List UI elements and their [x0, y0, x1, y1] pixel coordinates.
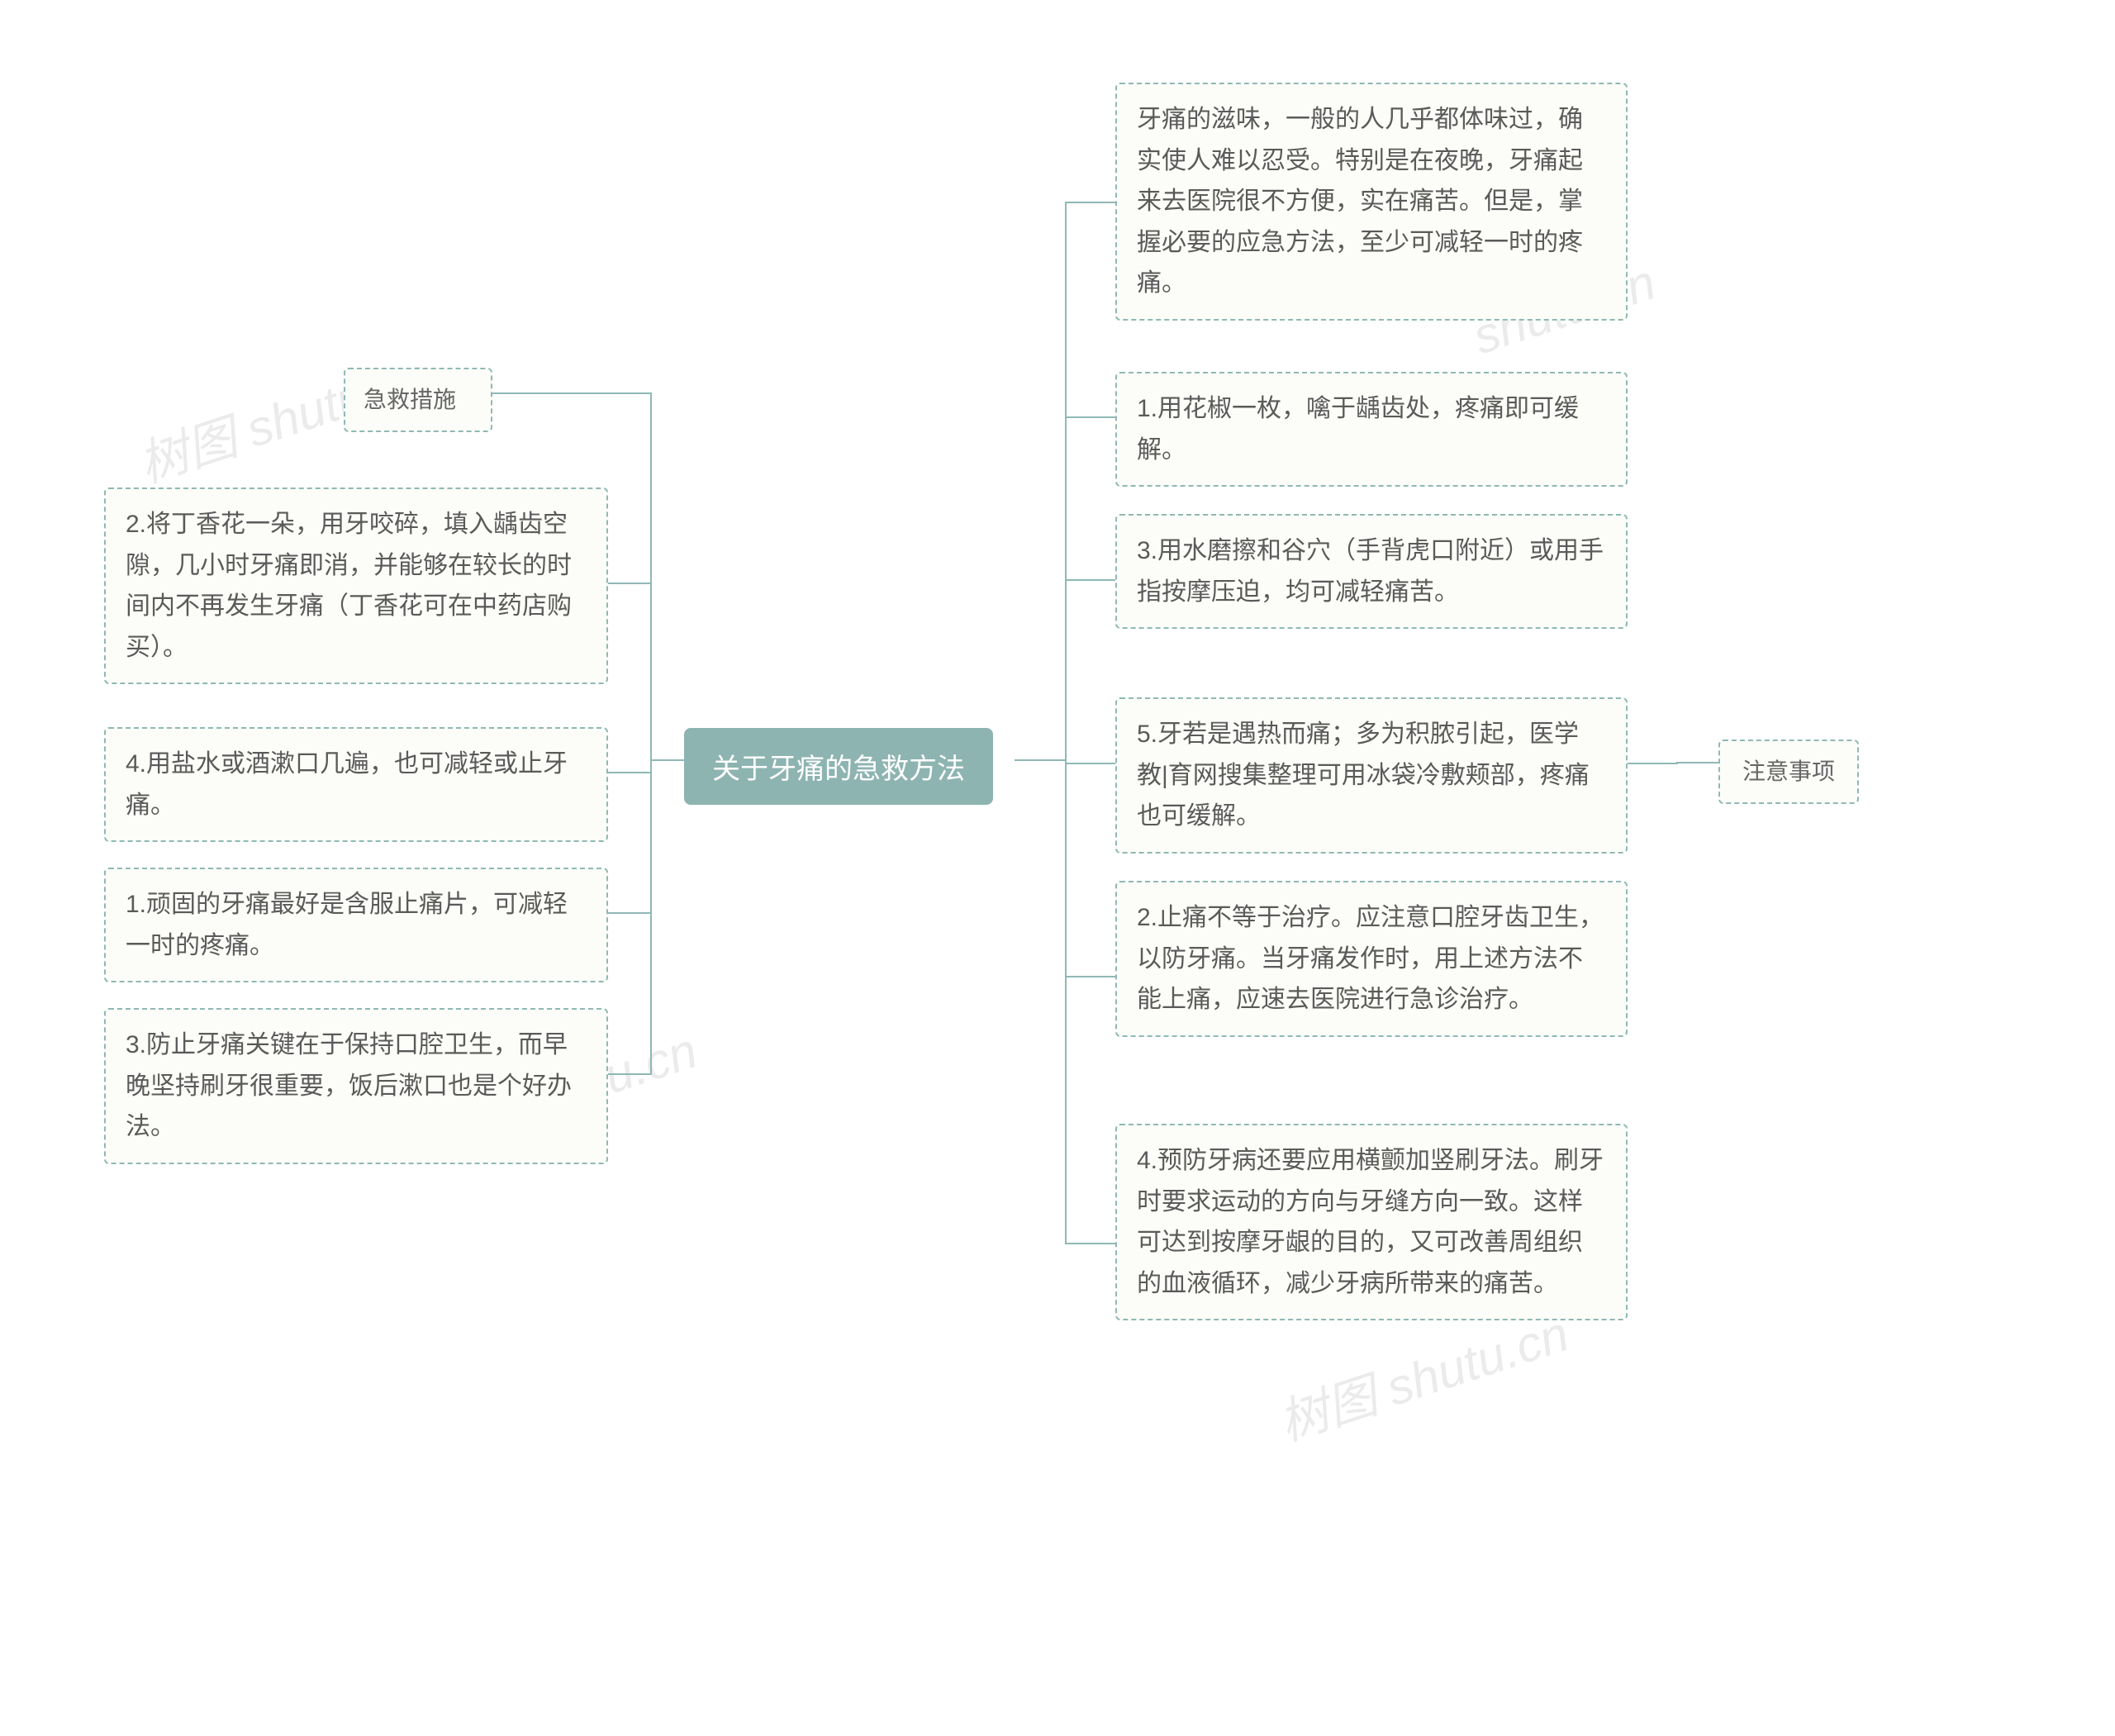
right-node-3: 3.用水磨擦和谷穴（手背虎口附近）或用手指按摩压迫，均可减轻痛苦。	[1115, 514, 1628, 629]
left-node-3: 4.用盐水或酒漱口几遍，也可减轻或止牙痛。	[104, 727, 608, 842]
annotation-node: 注意事项	[1718, 740, 1859, 804]
left-node-5: 3.防止牙痛关键在于保持口腔卫生，而早晚坚持刷牙很重要，饭后漱口也是个好办法。	[104, 1008, 608, 1164]
right-node-1: 牙痛的滋味，一般的人几乎都体味过，确实使人难以忍受。特别是在夜晚，牙痛起来去医院…	[1115, 83, 1628, 321]
center-node: 关于牙痛的急救方法	[684, 728, 993, 805]
right-node-4: 5.牙若是遇热而痛；多为积脓引起，医学教|育网搜集整理可用冰袋冷敷颊部，疼痛也可…	[1115, 697, 1628, 854]
left-node-measures: 急救措施	[344, 368, 492, 432]
right-node-5: 2.止痛不等于治疗。应注意口腔牙齿卫生，以防牙痛。当牙痛发作时，用上述方法不能上…	[1115, 881, 1628, 1037]
left-node-4: 1.顽固的牙痛最好是含服止痛片，可减轻一时的疼痛。	[104, 868, 608, 982]
left-node-2: 2.将丁香花一朵，用牙咬碎，填入龋齿空隙，几小时牙痛即消，并能够在较长的时间内不…	[104, 488, 608, 684]
right-node-6: 4.预防牙病还要应用横颤加竖刷牙法。刷牙时要求运动的方向与牙缝方向一致。这样可达…	[1115, 1124, 1628, 1320]
right-node-2: 1.用花椒一枚，噙于龋齿处，疼痛即可缓解。	[1115, 372, 1628, 487]
